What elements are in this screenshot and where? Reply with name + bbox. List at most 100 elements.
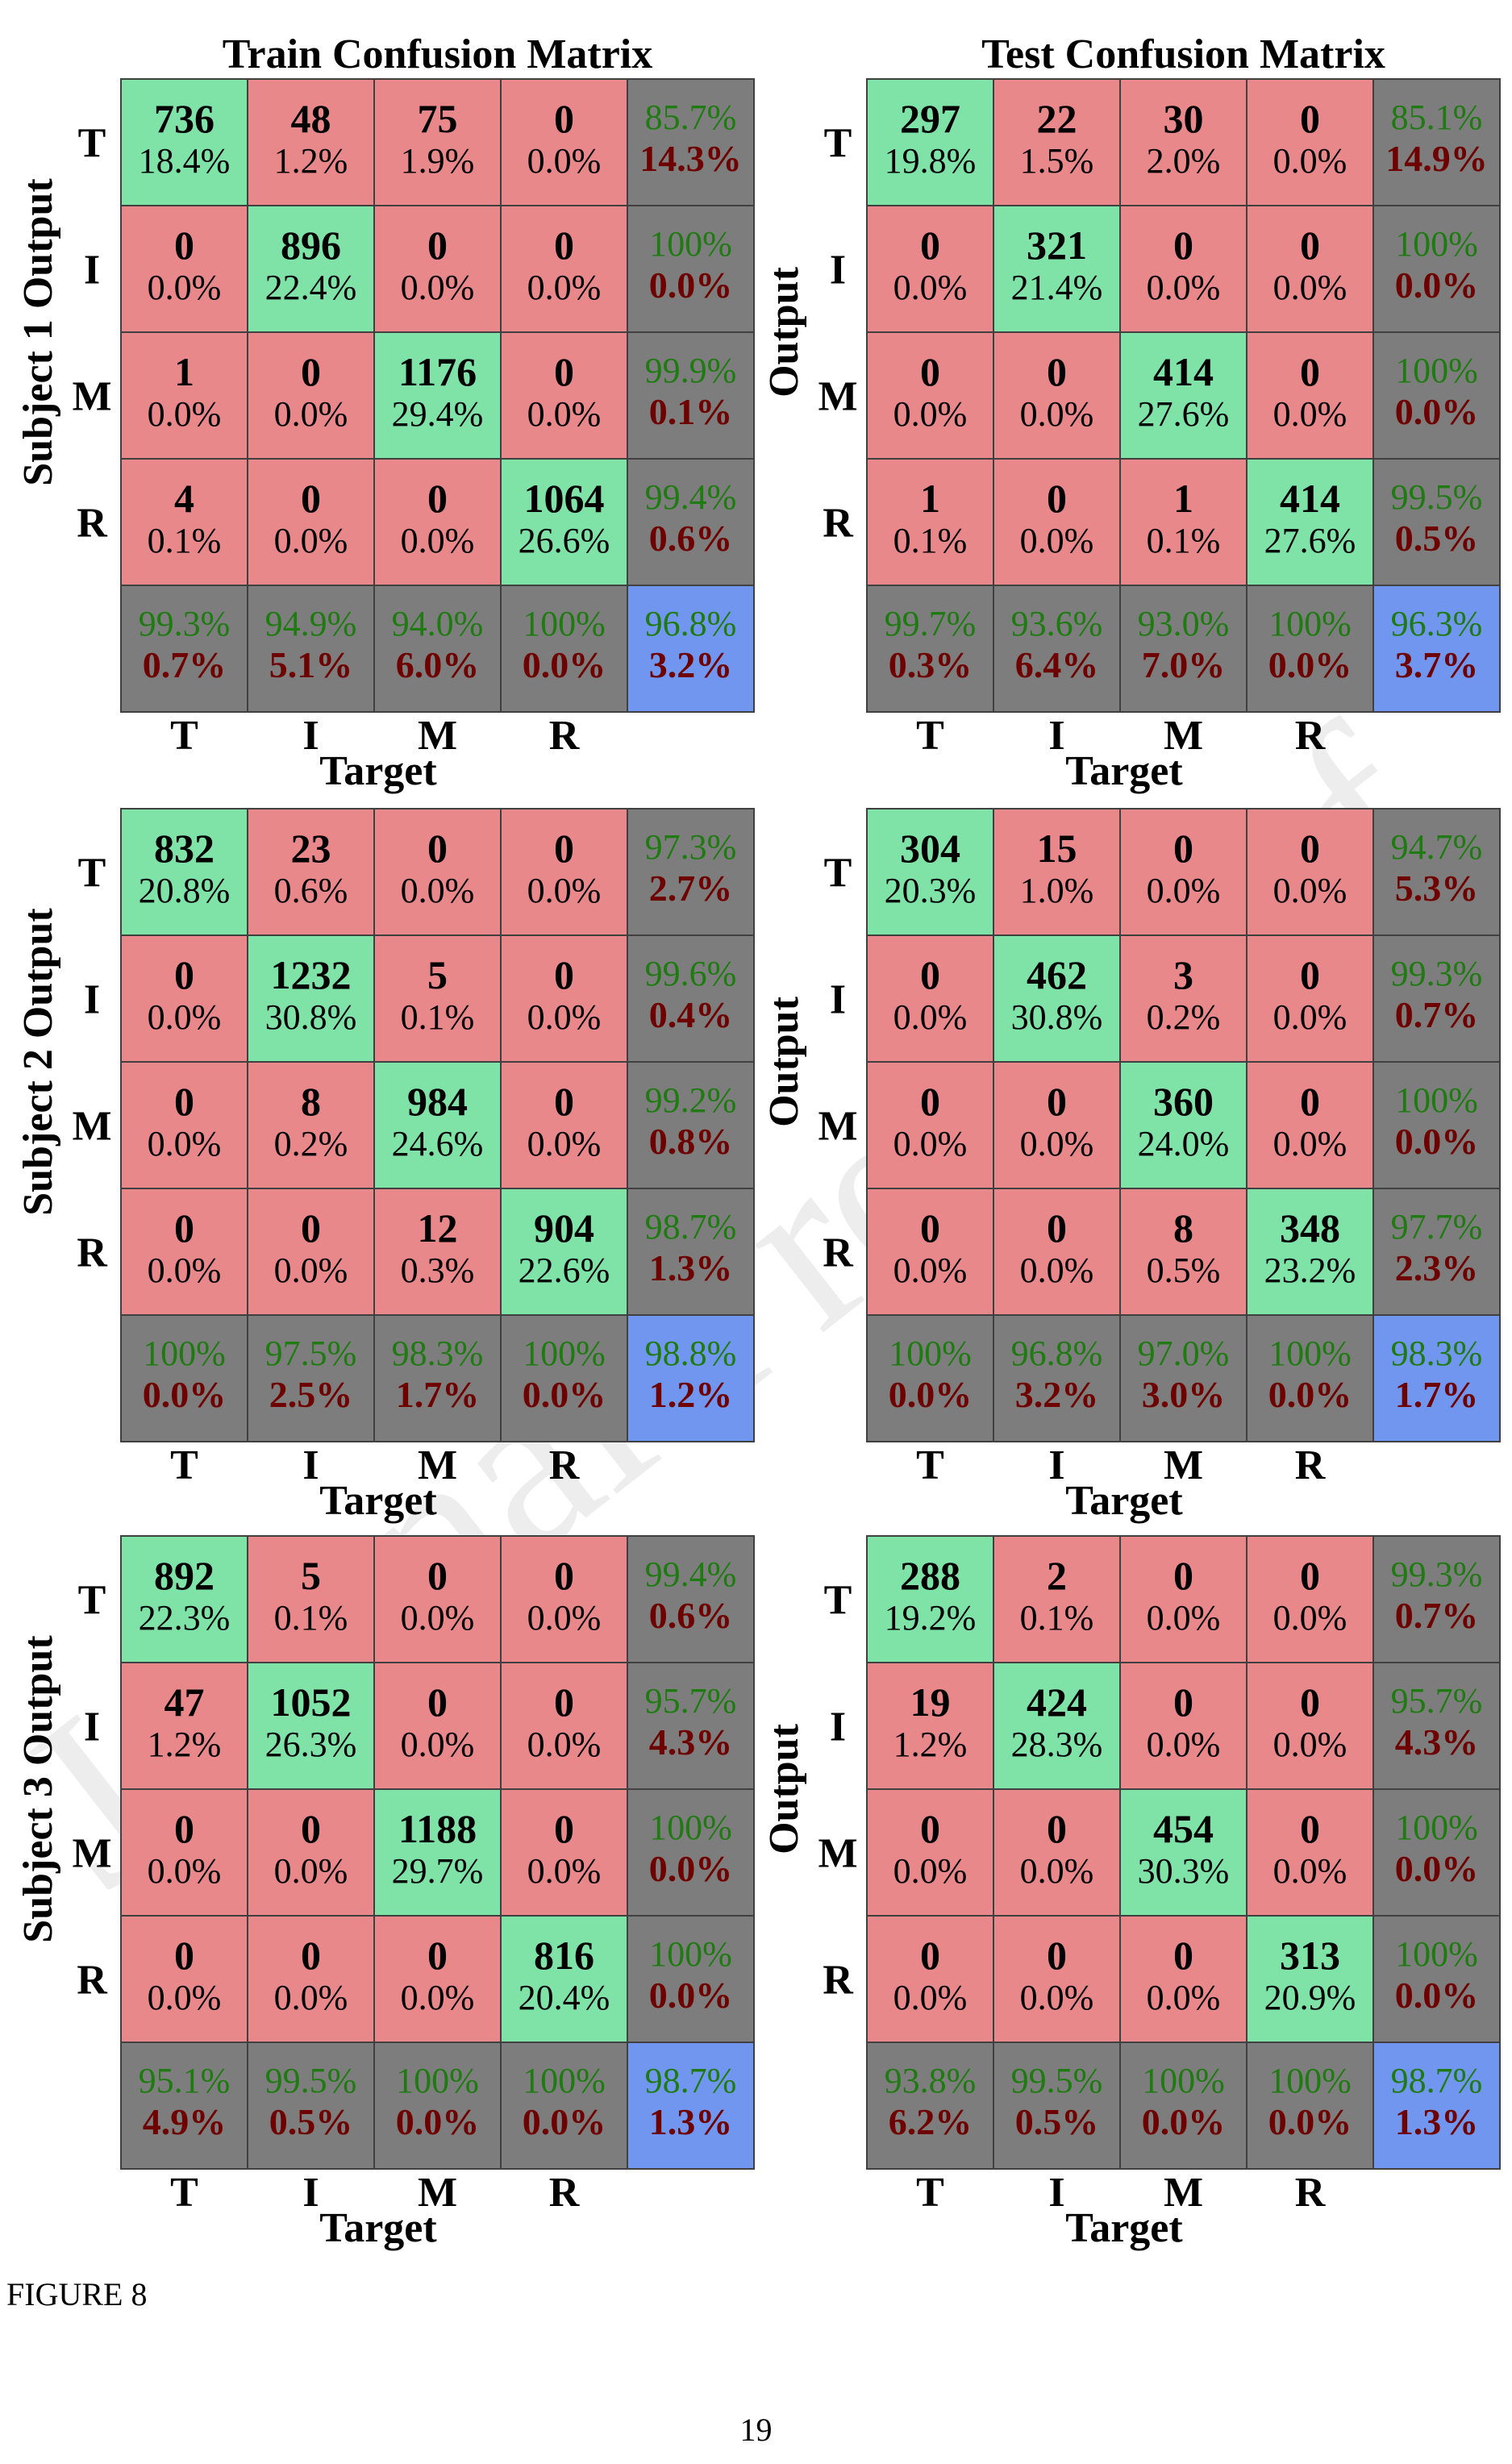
y-axis-label: Subject 3 Output <box>15 1635 61 1943</box>
matrix-cell <box>500 1535 628 1663</box>
column-accuracy: 97.5% <box>265 1334 357 1373</box>
matrix-cell <box>1246 1662 1374 1790</box>
matrix-cell <box>373 205 502 333</box>
output-class-label: I <box>84 1704 100 1750</box>
column-accuracy: 100% <box>143 1334 226 1373</box>
matrix-cell <box>1246 585 1374 713</box>
column-error: 0.0% <box>1268 1374 1352 1415</box>
matrix-cell <box>1246 1061 1374 1189</box>
overall-error: 3.2% <box>649 644 733 685</box>
matrix-cell <box>1372 1915 1501 2043</box>
matrix-cell <box>866 808 994 936</box>
column-accuracy: 100% <box>523 604 606 643</box>
row-error: 0.8% <box>649 1121 733 1162</box>
cell-percent: 0.0% <box>1273 394 1347 434</box>
matrix-cell <box>120 1314 248 1442</box>
cell-percent: 0.0% <box>274 1251 348 1290</box>
cell-percent: 0.0% <box>1273 871 1347 910</box>
column-error: 0.0% <box>143 1374 227 1415</box>
cell-percent: 0.0% <box>148 997 222 1037</box>
confusion-matrix-panel-3: 83220.8%230.6%00.0%00.0%97.3%2.7%00.0%12… <box>15 808 755 1524</box>
matrix-cell <box>1119 78 1248 206</box>
output-class-label: R <box>823 1958 854 2004</box>
target-class-label: M <box>418 2170 457 2216</box>
overall-error: 1.7% <box>1395 1374 1479 1415</box>
column-error: 0.0% <box>523 1374 606 1415</box>
matrix-cell <box>1372 458 1501 586</box>
matrix-cell <box>120 1915 248 2043</box>
y-axis-label: Subject 2 Output <box>15 908 61 1216</box>
cell-count: 1232 <box>271 952 352 997</box>
cell-count: 0 <box>920 952 940 997</box>
cell-count: 0 <box>427 476 448 521</box>
target-class-label: T <box>916 2170 944 2216</box>
row-accuracy: 100% <box>1395 1934 1478 1974</box>
matrix-cell <box>993 1662 1121 1790</box>
matrix-cell <box>1119 1535 1248 1663</box>
cell-percent: 22.6% <box>519 1251 610 1290</box>
cell-percent: 0.1% <box>893 521 968 560</box>
cell-count: 0 <box>920 349 940 394</box>
matrix-cell <box>1372 1314 1501 1442</box>
target-class-label: T <box>916 713 944 759</box>
cell-percent: 0.0% <box>1273 268 1347 307</box>
overall-accuracy: 96.8% <box>645 604 737 643</box>
cell-count: 0 <box>301 1933 321 1978</box>
column-accuracy: 94.9% <box>265 604 357 643</box>
confusion-matrix-panel-5: 89222.3%50.1%00.0%00.0%99.4%0.6%471.2%10… <box>15 1535 755 2251</box>
column-error: 7.0% <box>1142 644 1226 685</box>
matrix-cell <box>866 1535 994 1663</box>
cell-count: 1 <box>174 349 194 394</box>
matrix-cell <box>627 808 755 936</box>
cell-percent: 0.2% <box>274 1124 348 1163</box>
cell-percent: 0.0% <box>401 871 475 910</box>
matrix-cell <box>1372 205 1501 333</box>
matrix-cell <box>1372 1662 1501 1790</box>
row-error: 0.0% <box>1395 1121 1479 1162</box>
matrix-cell <box>1119 1061 1248 1189</box>
matrix-cell <box>120 808 248 936</box>
matrix-cell <box>993 205 1121 333</box>
column-accuracy: 94.0% <box>392 604 484 643</box>
column-accuracy: 100% <box>889 1334 972 1373</box>
cell-count: 0 <box>174 1806 194 1851</box>
cell-count: 896 <box>281 223 341 268</box>
cell-count: 48 <box>291 96 331 141</box>
cell-count: 0 <box>554 1079 574 1124</box>
cell-count: 8 <box>1173 1205 1193 1251</box>
cell-count: 0 <box>1173 223 1193 268</box>
column-error: 6.0% <box>396 644 480 685</box>
cell-count: 360 <box>1153 1079 1214 1124</box>
matrix-cell <box>373 78 502 206</box>
target-class-label: T <box>170 1442 198 1488</box>
column-accuracy: 93.8% <box>885 2061 977 2100</box>
cell-percent: 26.6% <box>519 521 610 560</box>
matrix-cell <box>1246 205 1374 333</box>
matrix-cell <box>247 1188 375 1316</box>
cell-count: 75 <box>418 96 458 141</box>
output-class-label: T <box>78 121 106 167</box>
cell-count: 0 <box>554 1806 574 1851</box>
matrix-cell <box>1372 331 1501 460</box>
cell-percent: 0.1% <box>1020 1598 1094 1638</box>
output-class-label: R <box>823 1230 854 1276</box>
cell-percent: 0.0% <box>401 268 475 307</box>
matrix-cell <box>1119 1314 1248 1442</box>
cell-percent: 0.0% <box>148 1978 222 2017</box>
cell-count: 0 <box>554 223 574 268</box>
cell-count: 0 <box>1047 476 1067 521</box>
matrix-cell <box>500 1188 628 1316</box>
cell-percent: 0.0% <box>527 997 602 1037</box>
cell-percent: 0.0% <box>893 997 968 1037</box>
cell-percent: 0.0% <box>527 1851 602 1891</box>
column-accuracy: 100% <box>1268 604 1352 643</box>
output-class-label: T <box>824 851 852 897</box>
cell-percent: 0.0% <box>1020 1251 1094 1290</box>
column-error: 0.0% <box>1268 2101 1352 2142</box>
column-accuracy: 99.5% <box>265 2061 357 2100</box>
cell-percent: 30.8% <box>265 997 357 1037</box>
cell-count: 15 <box>1037 826 1077 871</box>
cell-percent: 1.5% <box>1020 141 1094 181</box>
cell-count: 348 <box>1280 1205 1340 1251</box>
